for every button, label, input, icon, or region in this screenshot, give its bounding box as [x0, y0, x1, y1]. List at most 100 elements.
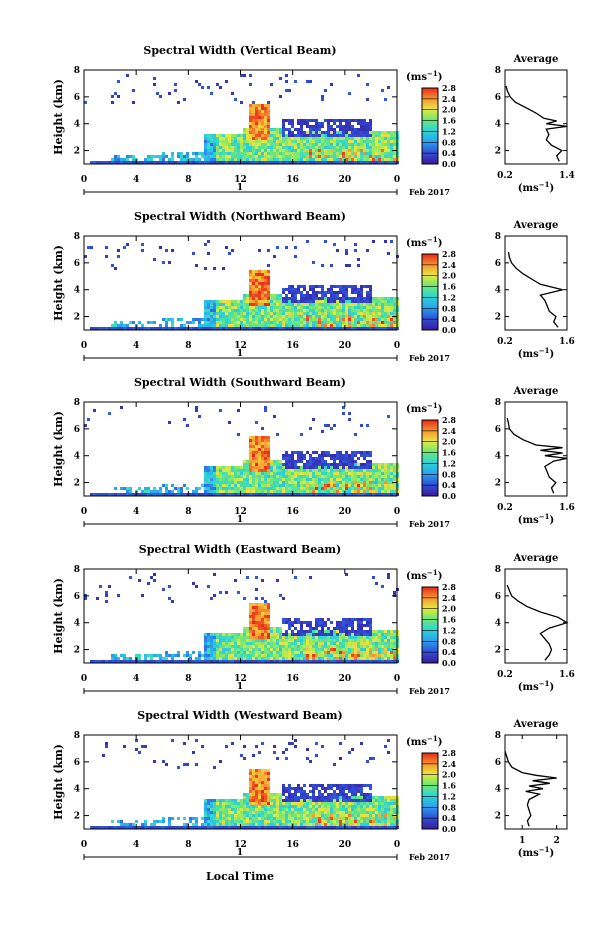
heatmap-cell: [237, 312, 240, 315]
heatmap-cell: [222, 648, 225, 651]
heatmap-cell: [348, 143, 351, 146]
heatmap-cell: [186, 763, 189, 766]
heatmap-cell: [120, 823, 123, 826]
heatmap-cell: [348, 412, 351, 415]
heatmap-cell: [129, 487, 132, 490]
heatmap-cell: [267, 787, 270, 790]
heatmap-cell: [270, 463, 273, 466]
colorbar-tick-label: 2.4: [442, 94, 456, 104]
heatmap-cell: [291, 297, 294, 300]
heatmap-cell: [315, 306, 318, 309]
heatmap-cell: [231, 826, 234, 829]
heatmap-cell: [267, 772, 270, 775]
heatmap-cell: [327, 288, 330, 291]
heatmap-cell: [267, 119, 270, 122]
heatmap-cell: [357, 618, 360, 621]
heatmap-cell: [285, 306, 288, 309]
x-tick-label: 0: [81, 341, 87, 351]
heatmap-cell: [384, 315, 387, 318]
heatmap-cell: [240, 155, 243, 158]
heatmap-cell: [387, 327, 390, 330]
heatmap-cell: [384, 645, 387, 648]
heatmap-cell: [357, 633, 360, 636]
heatmap-cell: [345, 451, 348, 454]
heatmap-cell: [318, 457, 321, 460]
heatmap-cell: [279, 312, 282, 315]
heatmap-cell: [261, 472, 264, 475]
heatmap-cell: [330, 454, 333, 457]
heatmap-cell: [294, 817, 297, 820]
heatmap-cell: [327, 826, 330, 829]
heatmap-cell: [324, 318, 327, 321]
heatmap-cell: [375, 463, 378, 466]
heatmap-cell: [243, 128, 246, 131]
heatmap-cell: [195, 409, 198, 412]
heatmap-cell: [270, 460, 273, 463]
heatmap-cell: [183, 155, 186, 158]
heatmap-cell: [390, 478, 393, 481]
heatmap-cell: [246, 463, 249, 466]
heatmap-cell: [291, 481, 294, 484]
heatmap-cell: [219, 802, 222, 805]
heatmap-cell: [291, 633, 294, 636]
heatmap-cell: [228, 252, 231, 255]
heatmap-cell: [315, 291, 318, 294]
heatmap-cell: [282, 478, 285, 481]
heatmap-cell: [195, 161, 198, 164]
heatmap-cell: [342, 315, 345, 318]
heatmap-cell: [348, 140, 351, 143]
heatmap-cell: [309, 648, 312, 651]
heatmap-cells: [84, 240, 399, 330]
heatmap-cell: [321, 288, 324, 291]
heatmap-cell: [228, 300, 231, 303]
heatmap-cell: [297, 324, 300, 327]
heatmap-cell: [204, 805, 207, 808]
heatmap-cell: [345, 264, 348, 267]
heatmap-cell: [348, 309, 351, 312]
heatmap-cell: [252, 754, 255, 757]
heatmap-cell: [252, 787, 255, 790]
heatmap-cell: [270, 651, 273, 654]
heatmap-cell: [324, 490, 327, 493]
heatmap-cell: [186, 651, 189, 654]
heatmap-cell: [252, 826, 255, 829]
heatmap-cell: [306, 799, 309, 802]
heatmap-cell: [372, 642, 375, 645]
heatmap-cell: [366, 309, 369, 312]
heatmap-cell: [384, 472, 387, 475]
heatmap-cell: [348, 651, 351, 654]
heatmap-cell: [372, 327, 375, 330]
heatmap-cell: [267, 826, 270, 829]
heatmap-cell: [300, 487, 303, 490]
heatmap-cell: [372, 466, 375, 469]
heatmap-cell: [330, 318, 333, 321]
heatmap-cell: [294, 246, 297, 249]
heatmap-cell: [375, 134, 378, 137]
heatmap-cell: [264, 657, 267, 660]
heatmap-cell: [321, 161, 324, 164]
heatmap-cell: [288, 89, 291, 92]
heatmap-cell: [333, 158, 336, 161]
heatmap-cell: [363, 152, 366, 155]
heatmap-cell: [333, 627, 336, 630]
heatmap-cell: [258, 276, 261, 279]
heatmap-cell: [207, 493, 210, 496]
heatmap-cell: [267, 270, 270, 273]
heatmap-cell: [105, 246, 108, 249]
heatmap-cell: [348, 618, 351, 621]
heatmap-cell: [360, 309, 363, 312]
heatmap-cell: [216, 324, 219, 327]
heatmap-cell: [309, 790, 312, 793]
heatmap-cell: [252, 651, 255, 654]
heatmap-cell: [360, 654, 363, 657]
heatmap-cell: [297, 490, 300, 493]
heatmap-cell: [318, 158, 321, 161]
heatmap-cell: [357, 490, 360, 493]
heatmap-cell: [339, 122, 342, 125]
heatmap-cell: [315, 787, 318, 790]
heatmap-cell: [360, 288, 363, 291]
heatmap-cell: [237, 817, 240, 820]
heatmap-cell: [219, 487, 222, 490]
heatmap-cell: [330, 309, 333, 312]
heatmap-cell: [384, 143, 387, 146]
